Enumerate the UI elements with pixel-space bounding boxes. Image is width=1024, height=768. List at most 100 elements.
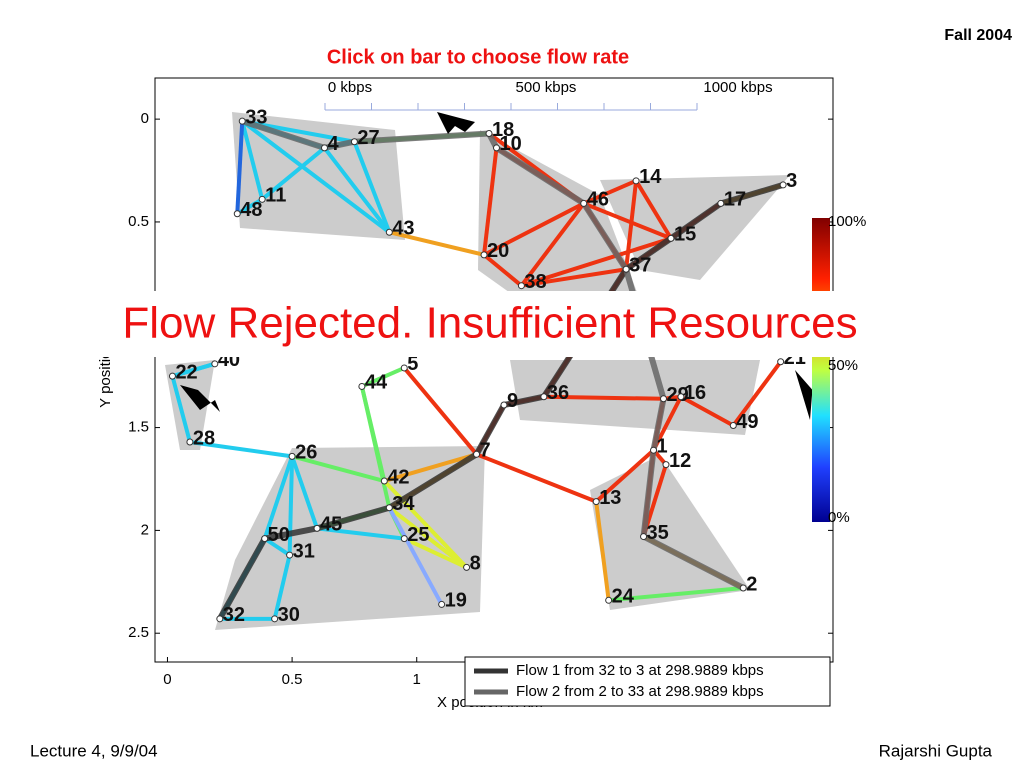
y-tick-label: 1.5: [128, 419, 149, 436]
node: [622, 265, 630, 273]
node-label: 1: [657, 435, 668, 457]
node: [233, 210, 241, 218]
node-label: 34: [392, 493, 415, 515]
node-label: 13: [599, 487, 621, 509]
node-label: 8: [470, 553, 481, 575]
legend-entry: Flow 2 from 2 to 33 at 298.9889 kbps: [516, 683, 764, 700]
colorbar-label: 0%: [828, 509, 850, 526]
node-label: 11: [265, 185, 286, 207]
node-label: 37: [629, 255, 651, 277]
edge: [235, 121, 245, 214]
node-label: 35: [647, 522, 669, 544]
node: [288, 452, 296, 460]
edge: [582, 178, 637, 206]
edge: [388, 230, 485, 257]
node: [500, 401, 508, 409]
x-tick-label: 1: [413, 671, 421, 688]
node: [605, 596, 613, 604]
arrow: [180, 385, 220, 412]
node-label: 48: [240, 199, 262, 221]
node-label: 18: [492, 119, 514, 141]
node-label: 5: [407, 353, 418, 375]
edge: [521, 267, 627, 288]
arrow: [437, 112, 475, 134]
node-label: 28: [193, 427, 215, 449]
node: [580, 199, 588, 207]
node: [216, 615, 224, 623]
node: [667, 234, 675, 242]
edge: [403, 536, 468, 570]
node: [238, 117, 246, 125]
node: [350, 138, 358, 146]
node: [313, 524, 321, 532]
node: [779, 181, 787, 189]
edge: [262, 455, 294, 540]
node-label: 3: [786, 170, 797, 192]
node-label: 2: [746, 573, 757, 595]
node-label: 46: [587, 189, 609, 211]
node-label: 43: [392, 218, 414, 240]
node-label: 49: [736, 411, 758, 433]
edge: [290, 455, 319, 529]
edge: [382, 479, 469, 569]
node-label: 15: [674, 224, 696, 246]
edge: [519, 202, 586, 287]
node-label: 32: [223, 604, 245, 626]
x-tick-label: 0.5: [282, 671, 303, 688]
node-label: 12: [669, 450, 691, 472]
node: [261, 535, 269, 543]
node: [385, 504, 393, 512]
node: [463, 563, 471, 571]
node: [677, 393, 685, 401]
corner-label: Fall 2004: [944, 27, 1012, 44]
edge: [387, 506, 444, 606]
node-label: 27: [357, 127, 379, 149]
y-tick-label: 0.5: [128, 213, 149, 230]
edge: [594, 501, 611, 601]
node: [650, 446, 658, 454]
node: [321, 144, 328, 152]
node-label: 4: [328, 133, 340, 155]
legend-entry: Flow 1 from 32 to 3 at 298.9889 kbps: [516, 662, 764, 679]
y-tick-label: 2.5: [128, 624, 149, 641]
x-tick-label: 0: [163, 671, 171, 688]
node: [358, 382, 366, 390]
node-label: 22: [175, 361, 197, 383]
node-label: 26: [295, 442, 317, 464]
node: [517, 282, 525, 290]
edge: [361, 366, 406, 389]
node: [777, 358, 785, 366]
node-label: 42: [387, 466, 409, 488]
edge: [260, 146, 326, 201]
edge: [189, 439, 293, 459]
footer-right: Rajarshi Gupta: [879, 741, 993, 760]
edge: [291, 454, 385, 483]
node: [729, 422, 737, 430]
y-tick-label: 2: [141, 521, 149, 538]
prompt: Click on bar to choose flow rate: [327, 46, 629, 68]
rate-label: 0 kbps: [328, 79, 372, 96]
node: [480, 251, 488, 259]
node: [632, 177, 640, 185]
node: [662, 461, 670, 469]
edge: [482, 147, 499, 256]
node: [168, 372, 176, 380]
edge: [241, 119, 391, 234]
node: [660, 395, 667, 403]
node-label: 24: [612, 586, 635, 608]
colorbar-label: 50%: [828, 357, 858, 374]
node-label: 7: [480, 440, 491, 462]
rate-label: 500 kbps: [516, 79, 577, 96]
edge: [482, 253, 523, 288]
node-label: 20: [487, 240, 509, 262]
banner: Flow Rejected. Insufficient Resources: [122, 299, 857, 348]
node: [473, 450, 481, 458]
node-label: 31: [293, 540, 315, 562]
node-label: 44: [365, 372, 388, 394]
edge: [236, 197, 264, 216]
node: [739, 584, 747, 592]
node-label: 29: [667, 384, 689, 406]
edge: [475, 452, 597, 504]
edge: [316, 526, 405, 541]
node: [258, 195, 266, 203]
